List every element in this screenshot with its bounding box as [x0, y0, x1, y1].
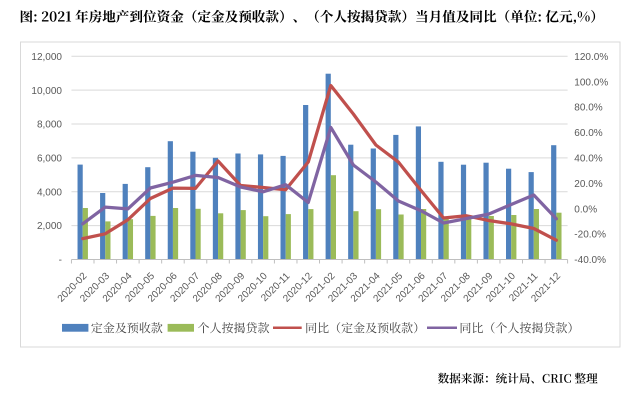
svg-text:120.0%: 120.0%	[574, 52, 608, 63]
svg-text:-20.0%: -20.0%	[574, 230, 606, 241]
svg-text:-: -	[59, 255, 62, 266]
svg-text:0.0%: 0.0%	[574, 204, 597, 215]
svg-text:6,000: 6,000	[37, 154, 62, 165]
svg-text:2,000: 2,000	[37, 221, 62, 232]
svg-text:40.0%: 40.0%	[574, 154, 602, 165]
svg-text:10,000: 10,000	[31, 86, 62, 97]
svg-text:60.0%: 60.0%	[574, 128, 602, 139]
svg-text:100.0%: 100.0%	[574, 77, 608, 88]
svg-text:8,000: 8,000	[37, 120, 62, 131]
svg-text:4,000: 4,000	[37, 187, 62, 198]
svg-text:80.0%: 80.0%	[574, 103, 602, 114]
svg-text:20.0%: 20.0%	[574, 179, 602, 190]
svg-text:-40.0%: -40.0%	[574, 255, 606, 266]
svg-text:12,000: 12,000	[31, 52, 62, 63]
